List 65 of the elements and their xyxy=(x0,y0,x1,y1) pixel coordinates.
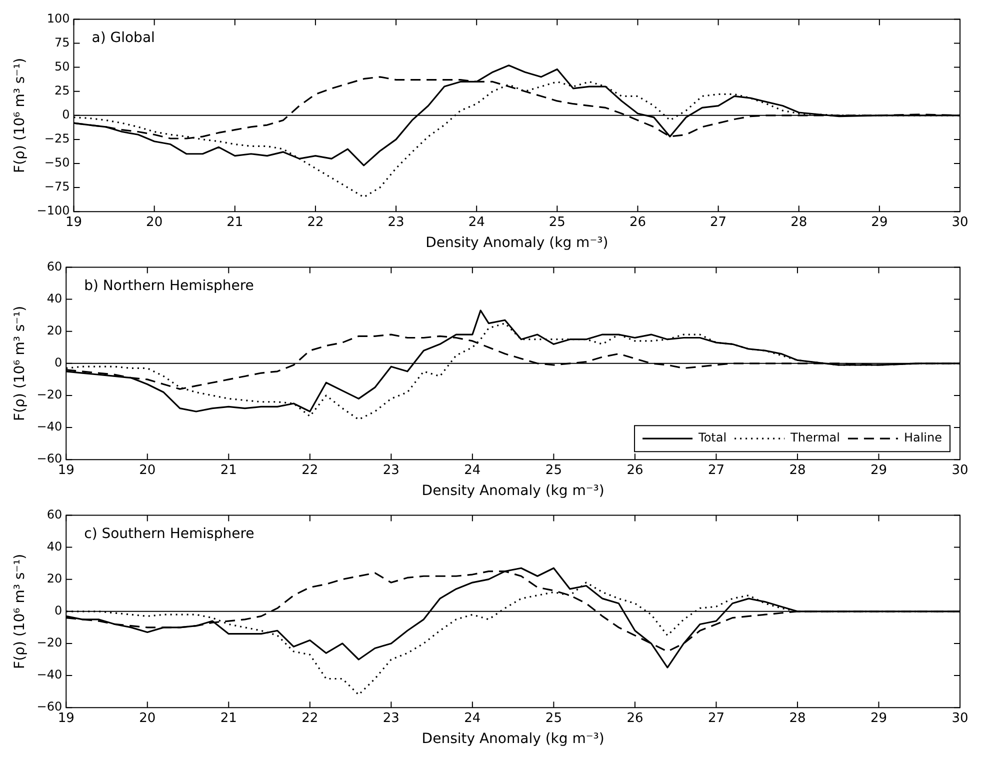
x-tick-label: 24 xyxy=(468,214,485,230)
y-tick-label: −75 xyxy=(44,180,70,194)
y-tick-label: −40 xyxy=(36,668,62,682)
x-tick-label: 24 xyxy=(464,710,481,726)
x-tick-label: 20 xyxy=(146,214,163,230)
y-tick-label: 60 xyxy=(46,507,62,522)
legend-label: Thermal xyxy=(790,430,840,445)
x-tick-label: 30 xyxy=(952,462,968,478)
x-tick-label: 23 xyxy=(382,462,400,478)
x-tick-label: 23 xyxy=(388,214,404,230)
y-tick-label: −25 xyxy=(44,132,70,146)
y-tick-label: 0 xyxy=(62,108,70,122)
annotation: b) Northern Hemisphere xyxy=(84,278,254,294)
x-tick-label: 29 xyxy=(870,462,888,478)
y-tick-label: −20 xyxy=(36,636,62,650)
y-tick-label: 0 xyxy=(54,356,62,370)
y-tick-label: 100 xyxy=(46,11,70,26)
y-axis-title: F(ρ) (10⁶ m³ s⁻¹) xyxy=(12,58,28,173)
x-tick-label: 27 xyxy=(708,462,724,478)
x-tick-label: 22 xyxy=(302,710,318,726)
y-tick-label: 40 xyxy=(46,291,62,306)
y-tick-label: 40 xyxy=(46,539,62,554)
y-tick-label: −50 xyxy=(44,156,70,170)
x-tick-label: 21 xyxy=(220,462,237,478)
x-tick-label: 21 xyxy=(226,214,244,230)
y-tick-label: 0 xyxy=(54,604,62,618)
x-tick-label: 30 xyxy=(952,710,968,726)
x-tick-label: 23 xyxy=(382,710,400,726)
y-tick-label: 50 xyxy=(54,59,70,74)
x-tick-label: 20 xyxy=(139,710,156,726)
x-tick-label: 30 xyxy=(952,214,968,230)
x-tick-label: 25 xyxy=(545,710,562,726)
x-tick-label: 21 xyxy=(220,710,237,726)
x-tick-label: 26 xyxy=(626,710,644,726)
y-tick-label: −40 xyxy=(36,420,62,434)
x-tick-label: 28 xyxy=(789,462,806,478)
x-tick-label: 20 xyxy=(139,462,156,478)
x-tick-label: 29 xyxy=(870,710,888,726)
annotation: a) Global xyxy=(92,30,155,46)
x-tick-label: 27 xyxy=(708,710,724,726)
x-axis-title: Density Anomaly (kg m⁻³) xyxy=(422,731,604,748)
x-tick-label: 28 xyxy=(789,710,806,726)
y-tick-label: 20 xyxy=(46,571,62,586)
x-tick-label: 24 xyxy=(464,462,481,478)
y-axis-title: F(ρ) (10⁶ m³ s⁻¹) xyxy=(12,554,28,669)
y-tick-label: 25 xyxy=(54,83,70,98)
x-tick-label: 22 xyxy=(302,462,318,478)
legend-label: Total xyxy=(698,430,727,445)
x-tick-label: 28 xyxy=(790,214,808,230)
x-tick-label: 26 xyxy=(626,462,644,478)
x-axis-title: Density Anomaly (kg m⁻³) xyxy=(422,483,604,500)
x-tick-label: 22 xyxy=(307,214,324,230)
annotation: c) Southern Hemisphere xyxy=(84,526,254,542)
y-tick-label: 20 xyxy=(46,323,62,338)
x-tick-label: 27 xyxy=(710,214,727,230)
x-tick-label: 29 xyxy=(871,214,888,230)
y-tick-label: −20 xyxy=(36,388,62,402)
x-tick-label: 25 xyxy=(548,214,566,230)
legend-label: Haline xyxy=(904,430,942,445)
y-tick-label: 75 xyxy=(54,35,70,50)
y-tick-label: 60 xyxy=(46,259,62,274)
x-tick-label: 25 xyxy=(545,462,562,478)
y-axis-title: F(ρ) (10⁶ m³ s⁻¹) xyxy=(12,306,28,421)
x-tick-label: 26 xyxy=(629,214,646,230)
x-axis-title: Density Anomaly (kg m⁻³) xyxy=(426,235,608,252)
